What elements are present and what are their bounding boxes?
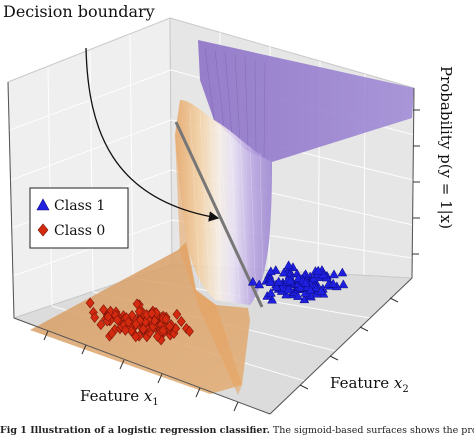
class-0-marker: [112, 314, 122, 326]
class-1-marker: [247, 276, 258, 286]
class-1-marker: [337, 267, 348, 277]
legend-box: [29, 187, 129, 249]
class-0-marker: [123, 316, 133, 328]
class-0-marker: [103, 311, 113, 323]
class-0-marker: [158, 325, 168, 337]
legend-class0-label: Class 0: [54, 223, 105, 239]
axis-ticks: [43, 109, 420, 412]
annotation-arrow: [85, 47, 220, 222]
legend-class1-label: Class 1: [54, 198, 105, 214]
diamond-marker-icon: [37, 223, 49, 237]
figure-caption: Fig 1 Illustration of a logistic regress…: [0, 423, 474, 438]
class-1-marker: [328, 278, 339, 288]
class-0-marker: [185, 325, 194, 337]
class-1-points: [247, 260, 349, 304]
decision-boundary-label: Decision boundary: [3, 2, 155, 21]
class-1-marker: [295, 282, 306, 292]
class-1-marker: [254, 279, 265, 289]
class-1-marker: [300, 277, 311, 287]
surface-low-edge: [175, 135, 242, 395]
class-0-points: [85, 297, 194, 346]
class-1-marker: [285, 275, 296, 285]
class-1-marker: [283, 284, 293, 294]
class-1-marker: [283, 260, 294, 270]
class-1-marker: [316, 285, 327, 295]
class-0-marker: [85, 297, 95, 309]
class-0-marker: [172, 308, 182, 320]
class-1-marker: [293, 291, 303, 300]
class-0-marker: [147, 307, 157, 319]
class-1-marker: [265, 266, 276, 276]
legend: Class 1 Class 0: [29, 187, 129, 249]
class-0-marker: [176, 316, 186, 327]
class-0-marker: [131, 318, 141, 330]
surface-mesh-lines: [204, 47, 266, 160]
caption-text: The sigmoid-based surfaces shows the pro…: [272, 425, 474, 436]
class-1-marker: [338, 279, 349, 289]
probability-axis-label: Probability p(y = 1|x): [437, 66, 455, 229]
class-0-marker: [138, 323, 148, 335]
feature-x1-label: Feature x1: [80, 387, 159, 408]
class-1-marker: [265, 277, 276, 287]
class-0-marker: [121, 324, 130, 336]
class-0-marker: [107, 328, 117, 340]
class-1-marker: [265, 287, 276, 297]
caption-lead: Fig 1 Illustration of a logistic regress…: [0, 425, 270, 436]
triangle-marker-icon: [36, 198, 50, 211]
class-1-marker: [273, 276, 284, 286]
class-0-marker: [99, 304, 108, 316]
class-0-marker: [90, 312, 100, 323]
class-0-marker: [96, 319, 106, 331]
class-0-marker: [131, 331, 141, 343]
class-0-marker: [165, 320, 175, 332]
class-1-marker: [305, 285, 316, 294]
class-0-marker: [161, 313, 171, 325]
axis-edges: [7, 81, 415, 415]
surface-high-plateau: [198, 40, 414, 162]
class-1-marker: [313, 265, 324, 275]
class-1-marker: [329, 269, 339, 279]
class-1-marker: [278, 267, 289, 277]
feature-x2-label: Feature x2: [330, 374, 409, 395]
surface-sigmoid-wall: [175, 100, 272, 305]
class-1-marker: [271, 281, 282, 291]
